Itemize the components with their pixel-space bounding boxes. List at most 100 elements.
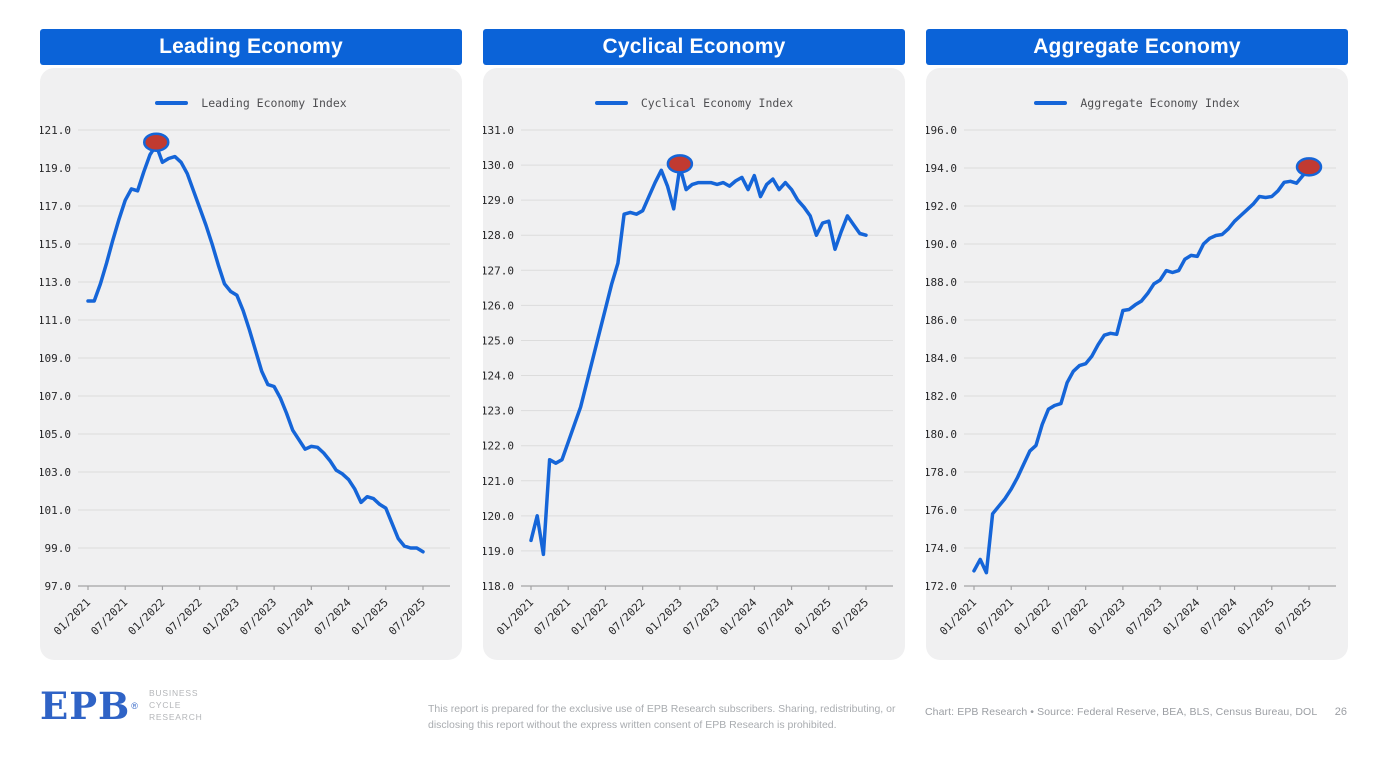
x-tick-label: 07/2021 (531, 596, 573, 638)
x-tick-label: 01/2022 (569, 596, 611, 638)
header-leading-economy: Leading Economy (40, 29, 462, 65)
x-tick-label: 01/2023 (1086, 596, 1128, 638)
leading-economy-chart-canvas: 121.0 119.0 117.0 115.0 113.0 111.0 109.0 107.0… (40, 124, 450, 638)
legend-label: Cyclical Economy Index (640, 96, 794, 110)
section-title: Cyclical Economy (602, 35, 786, 58)
y-tick-label: 122.0 (483, 440, 514, 453)
y-tick-label: 105.0 (40, 428, 71, 441)
y-tick-label: 99.0 (45, 542, 72, 555)
aggregate-economy-chart-canvas: 196.0 194.0 192.0 190.0 188.0 186.0 184.0 182.0… (926, 124, 1336, 638)
header-cyclical-economy: Cyclical Economy (483, 29, 905, 65)
y-tick-label: 188.0 (926, 276, 957, 289)
x-tick-label: 01/2022 (1012, 596, 1054, 638)
cyclical-economy-chart-card: Cyclical Economy Index 131.0 130.0 129.0 12… (483, 68, 905, 660)
legend-label: Aggregate Economy Index (1080, 96, 1240, 110)
x-tick-label: 01/2021 (51, 596, 93, 638)
y-tick-label: 109.0 (40, 352, 71, 365)
y-tick-label: 121.0 (483, 475, 514, 488)
x-tick-label: 07/2021 (974, 596, 1016, 638)
y-tick-label: 176.0 (926, 504, 957, 517)
y-tick-label: 107.0 (40, 390, 71, 403)
y-tick-label: 118.0 (483, 580, 514, 593)
x-tick-label: 07/2023 (237, 596, 279, 638)
y-tick-label: 194.0 (926, 162, 957, 175)
x-tick-label: 01/2025 (1235, 596, 1277, 638)
x-tick-label: 01/2025 (792, 596, 834, 638)
y-tick-label: 129.0 (483, 194, 514, 207)
x-tick-label: 07/2024 (1198, 596, 1240, 638)
x-tick-label: 07/2023 (680, 596, 722, 638)
y-tick-label: 117.0 (40, 200, 71, 213)
x-tick-label: 01/2024 (1160, 596, 1202, 638)
series-line (529, 165, 868, 557)
x-tick-label: 01/2022 (126, 596, 168, 638)
y-tick-label: 113.0 (40, 276, 71, 289)
page-number: 26 (1334, 706, 1347, 718)
epb-logo-text: EPB (40, 684, 131, 728)
x-tick-label: 07/2025 (829, 596, 871, 638)
cyclical-economy-chart-canvas: 131.0 130.0 129.0 128.0 127.0 126.0 125.0 124.0… (483, 124, 893, 638)
y-tick-label: 125.0 (483, 334, 514, 347)
legend-label: Leading Economy Index (201, 96, 347, 110)
header-aggregate-economy: Aggregate Economy (926, 29, 1348, 65)
y-tick-label: 128.0 (483, 229, 514, 242)
x-tick-label: 07/2022 (163, 596, 205, 638)
peak-marker-icon (1295, 157, 1323, 177)
epb-logo-tagline: BUSINESS CYCLE RESEARCH (148, 688, 203, 722)
x-tick-label: 01/2021 (937, 596, 979, 638)
y-tick-label: 119.0 (483, 545, 514, 558)
x-tick-label: 07/2024 (312, 596, 354, 638)
x-tick-label: 01/2023 (200, 596, 242, 638)
x-tick-label: 07/2024 (755, 596, 797, 638)
y-tick-label: 178.0 (926, 466, 957, 479)
legend: Leading Economy Index (40, 68, 462, 111)
y-tick-label: 127.0 (483, 264, 514, 277)
epb-logo: EPB ® BUSINESS CYCLE RESEARCH (40, 684, 203, 728)
legend-line-swatch-icon (594, 101, 628, 105)
y-tick-label: 126.0 (483, 299, 514, 312)
leading-economy-chart-card: Leading Economy Index 121.0 119.0 117.0 115… (40, 68, 462, 660)
aggregate-economy-chart-card: Aggregate Economy Index 196.0 194.0 192.0 1… (926, 68, 1348, 660)
registered-trademark-icon: ® (131, 701, 138, 711)
x-tick-label: 07/2022 (606, 596, 648, 638)
y-tick-label: 119.0 (40, 162, 71, 175)
x-tick-label: 01/2025 (349, 596, 391, 638)
y-tick-label: 131.0 (483, 124, 514, 137)
source-credit-text: Chart: EPB Research • Source: Federal Re… (925, 706, 1318, 718)
aggregate-economy-section: Aggregate Economy Aggregate Economy Inde… (926, 29, 1348, 660)
y-tick-label: 111.0 (40, 314, 71, 327)
x-tick-label: 07/2025 (386, 596, 428, 638)
x-tick-label: 01/2024 (717, 596, 759, 638)
y-tick-label: 192.0 (926, 200, 957, 213)
y-tick-label: 182.0 (926, 390, 957, 403)
leading-economy-section: Leading Economy Leading Economy Index 12… (40, 29, 462, 660)
x-tick-label: 07/2021 (88, 596, 130, 638)
y-tick-label: 120.0 (483, 510, 514, 523)
peak-marker-icon (666, 154, 694, 174)
x-tick-label: 01/2024 (274, 596, 316, 638)
series-line (86, 143, 425, 554)
y-tick-label: 115.0 (40, 238, 71, 251)
y-tick-label: 190.0 (926, 238, 957, 251)
x-tick-label: 07/2022 (1049, 596, 1091, 638)
y-tick-label: 172.0 (926, 580, 957, 593)
x-tick-label: 07/2025 (1272, 596, 1314, 638)
legend: Cyclical Economy Index (483, 68, 905, 111)
y-tick-label: 180.0 (926, 428, 957, 441)
peak-marker-icon (142, 132, 170, 152)
y-tick-label: 196.0 (926, 124, 957, 137)
x-tick-label: 01/2023 (643, 596, 685, 638)
series-line (972, 168, 1311, 575)
y-tick-label: 101.0 (40, 504, 71, 517)
section-title: Aggregate Economy (1033, 35, 1241, 58)
y-tick-label: 130.0 (483, 159, 514, 172)
legend-line-swatch-icon (155, 101, 189, 105)
legend-line-swatch-icon (1034, 101, 1068, 105)
footer: EPB ® BUSINESS CYCLE RESEARCH This report… (0, 684, 1387, 759)
y-tick-label: 103.0 (40, 466, 71, 479)
y-tick-label: 124.0 (483, 370, 514, 383)
y-tick-label: 121.0 (40, 124, 71, 137)
x-tick-label: 01/2021 (494, 596, 536, 638)
section-title: Leading Economy (159, 35, 343, 58)
